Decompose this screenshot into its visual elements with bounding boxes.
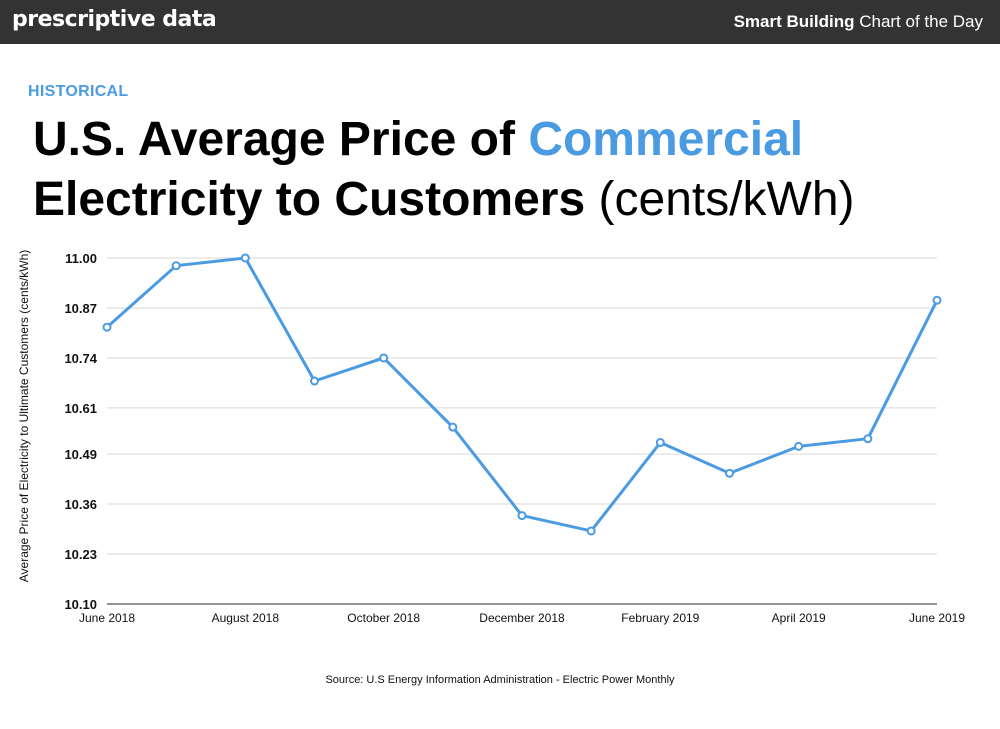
y-tick-label: 10.61 (64, 401, 97, 416)
data-point (586, 526, 596, 536)
y-tick-label: 10.49 (64, 447, 97, 462)
data-point (240, 253, 250, 263)
data-point (310, 376, 319, 386)
data-points (102, 253, 942, 536)
title-part1: U.S. Average Price of (33, 113, 529, 166)
title-line-1: U.S. Average Price of Commercial (33, 110, 855, 170)
y-tick-label: 10.10 (64, 597, 97, 612)
y-tick-label: 10.23 (64, 547, 97, 562)
tagline: Smart Building Chart of the Day (734, 12, 983, 32)
data-point (794, 441, 804, 451)
title-part2: Electricity to Customers (33, 173, 586, 226)
x-tick-label: August 2018 (212, 611, 280, 625)
y-axis-ticks: 10.10 10.23 10.36 10.49 10.61 10.74 10.87 11.00 (64, 251, 97, 612)
data-point (725, 468, 734, 478)
data-point (102, 322, 112, 332)
series-line (106, 256, 939, 533)
tagline-rest: Chart of the Day (854, 12, 983, 31)
x-tick-label: June 2018 (79, 611, 135, 625)
title-highlight: Commercial (528, 113, 804, 166)
data-point (379, 353, 389, 363)
x-tick-label: June 2019 (909, 611, 965, 625)
title-line-2: Electricity to Customers (cents/kWh) (33, 170, 855, 230)
top-bar: prescriptive data Smart Building Chart o… (0, 0, 1000, 44)
title-units: (cents/kWh) (585, 173, 855, 226)
x-tick-label: October 2018 (347, 611, 420, 625)
line-chart: 10.10 10.23 10.36 10.49 10.61 10.74 10.87 11.00… (17, 250, 965, 625)
data-point (655, 438, 665, 448)
page-title: U.S. Average Price of Commercial Electri… (33, 110, 855, 230)
data-point (171, 261, 181, 271)
data-point (517, 511, 527, 521)
y-axis-label: Average Price of Electricity to Ultimate… (17, 250, 31, 583)
brand-logo: prescriptive data (12, 7, 217, 32)
y-tick-label: 10.74 (64, 351, 97, 366)
y-tick-label: 10.87 (64, 301, 97, 316)
x-tick-label: April 2019 (772, 611, 826, 625)
data-point (932, 295, 942, 305)
tagline-bold: Smart Building (733, 12, 855, 31)
gridlines (107, 257, 937, 605)
data-point (448, 422, 458, 432)
y-tick-label: 11.00 (65, 251, 97, 266)
section-kicker: HISTORICAL (28, 83, 129, 100)
x-tick-label: February 2019 (621, 611, 699, 625)
data-point (863, 434, 873, 444)
x-axis-ticks: June 2018 August 2018 October 2018 December… (79, 611, 965, 625)
y-tick-label: 10.36 (64, 497, 97, 512)
source-note: Source: U.S Energy Information Administr… (325, 674, 675, 686)
x-tick-label: December 2018 (479, 611, 565, 625)
